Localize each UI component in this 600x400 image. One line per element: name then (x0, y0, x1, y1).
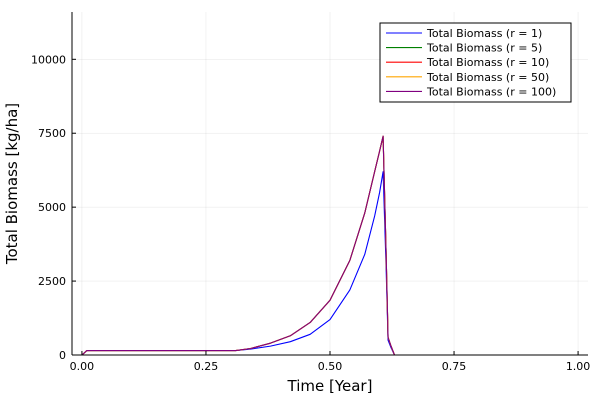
x-tick-label: 0.25 (194, 360, 219, 373)
x-tick-label: 0.50 (318, 360, 343, 373)
x-tick-label: 0.75 (442, 360, 467, 373)
legend-label: Total Biomass (r = 1) (426, 27, 542, 40)
tick-labels: 0.00 0.25 0.50 0.75 1.00 0 2500 5000 7500 10000 (31, 53, 590, 373)
y-tick-label: 5000 (38, 201, 66, 214)
legend-label: Total Biomass (r = 5) (426, 42, 542, 55)
legend: Total Biomass (r = 1) Total Biomass (r = … (379, 22, 572, 103)
x-tick-label: 1.00 (566, 360, 591, 373)
legend-label: Total Biomass (r = 50) (426, 71, 549, 84)
legend-label: Total Biomass (r = 10) (426, 56, 549, 69)
series-lines (81, 135, 579, 356)
y-tick-label: 7500 (38, 127, 66, 140)
series-line-4 (81, 135, 579, 356)
x-tick-label: 0.00 (70, 360, 95, 373)
y-axis-title: Total Biomass [kg/ha] (3, 103, 21, 265)
y-tick-label: 0 (59, 349, 66, 362)
y-tick-label: 2500 (38, 275, 66, 288)
x-axis-title: Time [Year] (287, 377, 373, 395)
y-tick-label: 10000 (31, 53, 66, 66)
legend-label: Total Biomass (r = 100) (426, 85, 556, 98)
